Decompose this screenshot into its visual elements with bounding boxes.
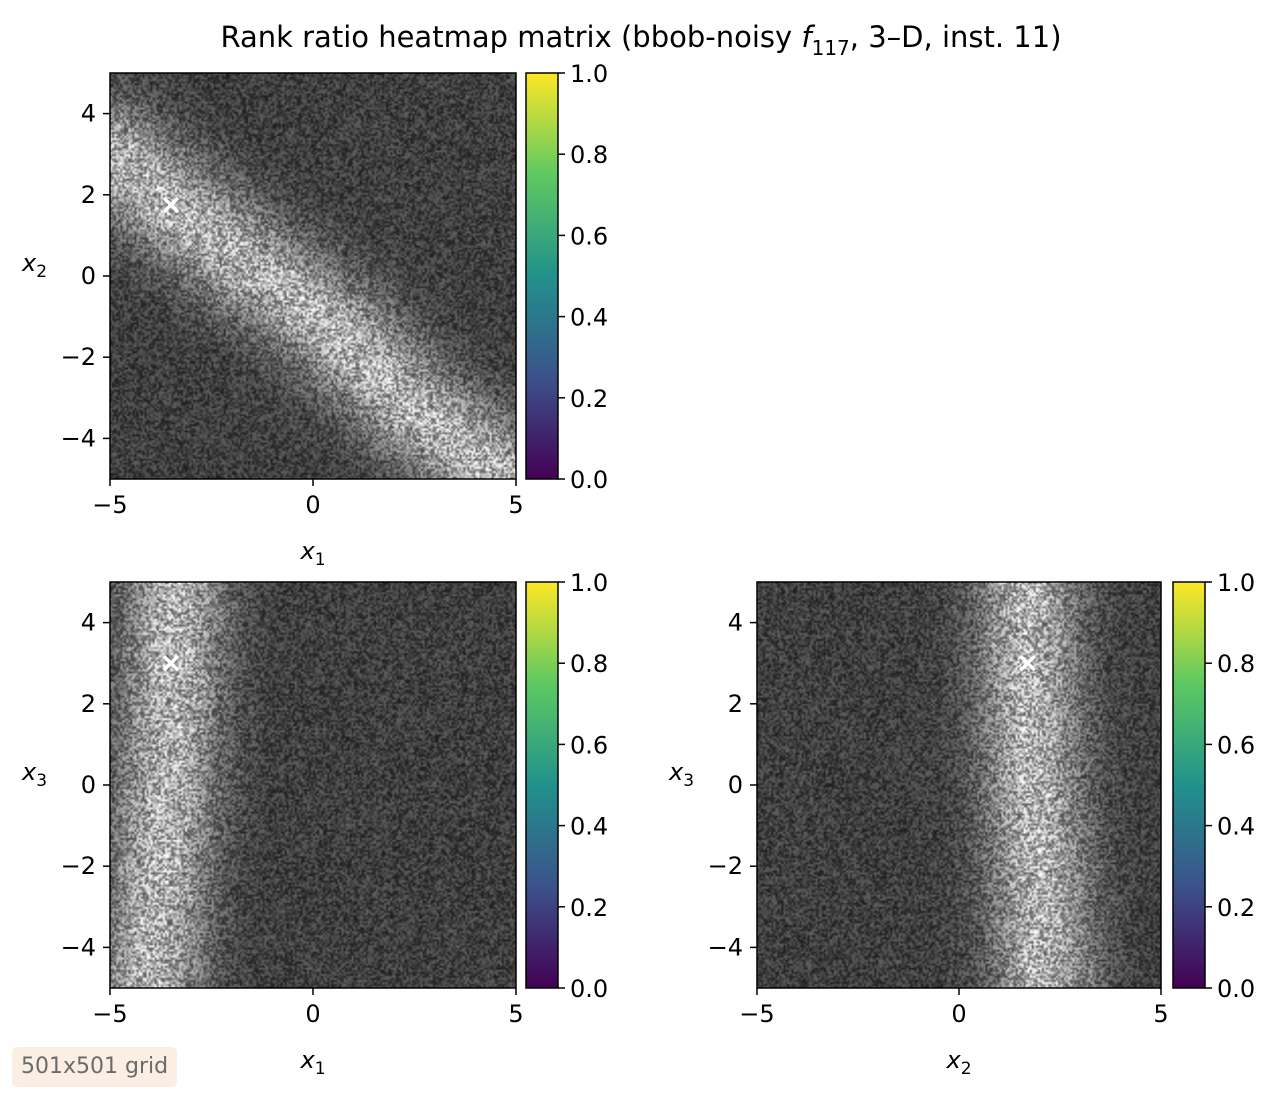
x-tick-label: −5 [739, 1000, 774, 1028]
colorbar-tick-label: 0.4 [1217, 813, 1255, 841]
heatmap-panel-x1_x2: −5 0 5 −4 −2 0 2 4 x1 x2 0.0 0.2 0.4 0.6 0.8 1.0 [21, 60, 608, 570]
x-tick-label: −5 [92, 491, 127, 519]
x-tick-label: 0 [951, 1000, 966, 1028]
y-tick-label: 2 [81, 181, 96, 209]
x-tick-label: 5 [508, 1000, 523, 1028]
heatmap-panel-x1_x3: −5 0 5 −4 −2 0 2 4 x1 x3 0.0 0.2 0.4 0.6 0.8 1.0 [21, 569, 608, 1079]
colorbar-tick-label: 0.8 [1217, 650, 1255, 678]
colorbar-tick-label: 0.8 [570, 141, 608, 169]
colorbar-tick-label: 1.0 [1217, 569, 1255, 597]
colorbar: 0.0 0.2 0.4 0.6 0.8 1.0 [1172, 569, 1255, 1003]
heatmap-image [757, 582, 1161, 988]
colorbar-tick-label: 1.0 [570, 60, 608, 88]
colorbar: 0.0 0.2 0.4 0.6 0.8 1.0 [525, 60, 608, 494]
y-tick-label: 4 [81, 100, 96, 128]
colorbar-tick-label: 0.6 [1217, 731, 1255, 759]
colorbar-tick-label: 0.0 [1217, 975, 1255, 1003]
optimum-marker [1019, 654, 1036, 672]
y-tick-label: −4 [708, 933, 743, 961]
x-tick-label: 0 [305, 491, 320, 519]
colorbar-tick-label: 0.2 [1217, 894, 1255, 922]
colorbar-tick-label: 0.0 [570, 975, 608, 1003]
colorbar-gradient [525, 581, 559, 989]
figure-title: Rank ratio heatmap matrix (bbob-noisy f1… [220, 20, 1061, 60]
x-axis-label: x1 [299, 1046, 325, 1079]
optimum-marker [162, 654, 180, 672]
y-tick-label: 0 [728, 771, 743, 799]
y-tick-label: 4 [728, 609, 743, 637]
colorbar-tick-label: 0.6 [570, 222, 608, 250]
heatmap-image [110, 73, 516, 479]
colorbar-tick-label: 0.8 [570, 650, 608, 678]
y-tick-label: −2 [61, 343, 96, 371]
heatmap-image [110, 582, 516, 988]
x-tick-label: 0 [305, 1000, 320, 1028]
heatmap-panel-x2_x3: −5 0 5 −4 −2 0 2 4 x2 x3 0.0 0.2 0.4 0.6 0.8 1.0 [668, 569, 1255, 1079]
x-tick-label: 5 [508, 491, 523, 519]
colorbar-tick-label: 0.2 [570, 894, 608, 922]
y-tick-label: −2 [61, 852, 96, 880]
colorbar-tick-label: 0.2 [570, 385, 608, 413]
optimum-marker [162, 196, 180, 214]
y-tick-label: −2 [708, 852, 743, 880]
x-tick-label: −5 [92, 1000, 127, 1028]
y-axis-label: x2 [21, 249, 47, 282]
colorbar: 0.0 0.2 0.4 0.6 0.8 1.0 [525, 569, 608, 1003]
x-axis-label: x1 [299, 537, 325, 570]
y-tick-label: 0 [81, 262, 96, 290]
colorbar-tick-label: 0.4 [570, 813, 608, 841]
y-tick-label: 0 [81, 771, 96, 799]
colorbar-tick-label: 0.0 [570, 466, 608, 494]
colorbar-tick-label: 1.0 [570, 569, 608, 597]
y-tick-label: 4 [81, 609, 96, 637]
y-tick-label: 2 [728, 690, 743, 718]
y-tick-label: −4 [61, 424, 96, 452]
colorbar-gradient [525, 72, 559, 480]
grid-size-badge: 501x501 grid [12, 1047, 178, 1087]
y-axis-label: x3 [668, 758, 694, 791]
colorbar-gradient [1172, 581, 1206, 989]
x-tick-label: 5 [1153, 1000, 1168, 1028]
y-axis-label: x3 [21, 758, 47, 791]
y-tick-label: −4 [61, 933, 96, 961]
colorbar-tick-label: 0.4 [570, 304, 608, 332]
y-tick-label: 2 [81, 690, 96, 718]
colorbar-tick-label: 0.6 [570, 731, 608, 759]
x-axis-label: x2 [945, 1046, 971, 1079]
